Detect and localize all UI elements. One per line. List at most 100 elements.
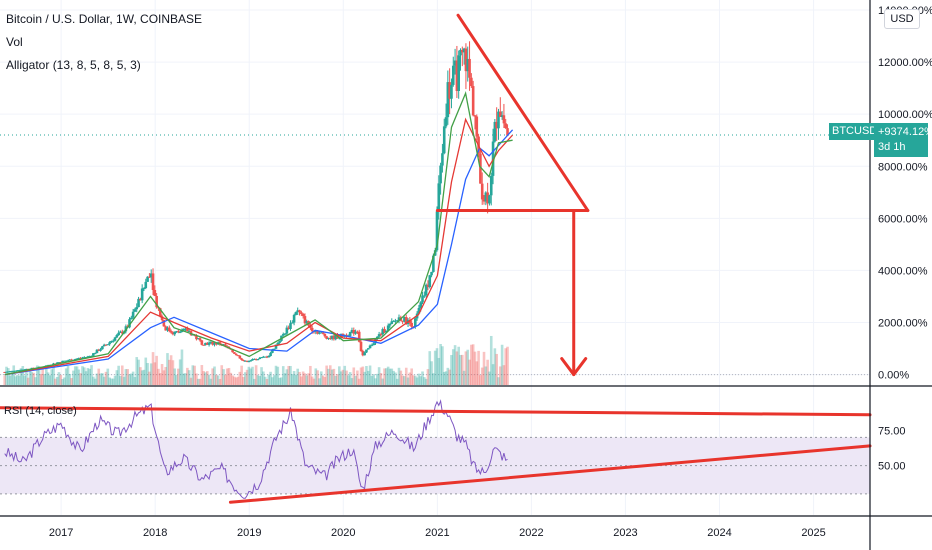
volume-bar <box>115 370 119 385</box>
currency-button[interactable]: USD <box>884 9 920 29</box>
candle-body <box>177 331 180 333</box>
volume-bar <box>374 378 377 385</box>
volume-bar <box>432 373 435 385</box>
volume-bar <box>363 371 366 385</box>
candle-body <box>348 332 352 336</box>
candle-body <box>267 355 271 358</box>
candle-body <box>178 332 182 334</box>
candle-body <box>506 128 509 136</box>
candle-body <box>70 359 73 361</box>
candle-body <box>390 321 394 324</box>
volume-bar <box>376 373 379 385</box>
candle-body <box>236 355 240 357</box>
volume-bar <box>366 370 370 385</box>
candle-body <box>139 298 142 301</box>
x-tick-label: 2022 <box>519 527 543 539</box>
candle-body <box>423 295 426 297</box>
volume-bar <box>224 374 227 385</box>
candle-body <box>55 362 59 364</box>
candle-body <box>350 330 354 333</box>
candle-body <box>104 344 108 346</box>
volume-bar <box>383 368 386 385</box>
candle-body <box>323 333 327 337</box>
candle-body <box>269 352 272 356</box>
volume-bar <box>135 357 139 385</box>
volume-bar <box>462 370 466 385</box>
candle-body <box>357 331 361 342</box>
candle-body <box>242 359 245 361</box>
candle-body <box>334 335 338 340</box>
volume-bar <box>459 354 462 385</box>
volume-bar <box>345 370 348 385</box>
volume-bar <box>318 378 321 385</box>
volume-bar <box>330 369 334 385</box>
candle-body <box>204 342 207 346</box>
volume-bar <box>475 361 479 385</box>
candle-body <box>68 359 72 361</box>
volume-bar <box>453 345 457 385</box>
volume-bar <box>321 375 325 385</box>
volume-bar <box>372 374 375 385</box>
candle-body <box>262 356 265 358</box>
volume-bar <box>448 369 451 385</box>
candle-body <box>278 340 281 343</box>
volume-bar <box>504 348 508 385</box>
candle-body <box>403 317 406 322</box>
volume-bar <box>479 375 482 385</box>
volume-bar <box>8 375 12 385</box>
volume-bar <box>428 351 432 385</box>
candle-body <box>213 343 216 345</box>
volume-bar <box>385 368 388 385</box>
candle-body <box>86 356 90 358</box>
volume-bar <box>338 366 341 385</box>
volume-bar <box>137 359 140 385</box>
x-tick-label: 2021 <box>425 527 449 539</box>
candle-body <box>5 371 8 373</box>
candle-body <box>466 58 470 72</box>
volume-bar <box>399 370 403 385</box>
volume-bar <box>198 378 202 385</box>
candle-body <box>128 319 131 328</box>
volume-bar <box>254 365 258 385</box>
volume-bar <box>61 378 64 385</box>
volume-bar <box>151 352 155 385</box>
volume-bar <box>110 378 113 385</box>
volume-bar <box>23 375 26 385</box>
volume-bar <box>466 349 470 385</box>
volume-bar <box>95 373 99 385</box>
volume-bar <box>339 371 343 385</box>
volume-bar <box>173 368 177 385</box>
volume-bar <box>484 366 488 385</box>
volume-bar <box>102 376 106 385</box>
volume-bar <box>401 375 404 385</box>
y-tick-label: 4000.00% <box>878 265 928 277</box>
candle-body <box>316 330 319 334</box>
volume-bar <box>81 366 84 385</box>
candle-body <box>90 355 93 357</box>
candle-body <box>247 361 251 363</box>
volume-bar <box>423 377 426 385</box>
volume-bar <box>139 367 142 385</box>
candle-body <box>488 195 491 204</box>
annotations <box>0 13 872 504</box>
candle-body <box>383 329 386 333</box>
candle-body <box>182 328 186 331</box>
volume-bar <box>300 376 303 385</box>
candle-body <box>131 311 135 318</box>
candle-body <box>155 296 158 308</box>
candle-body <box>102 344 106 347</box>
volume-bar <box>171 360 175 385</box>
volume-bar <box>269 371 272 385</box>
volume-bar <box>403 376 406 385</box>
volume-bar <box>234 377 238 385</box>
rsi-legend: RSI (14, close) <box>4 405 77 417</box>
candle-body <box>421 295 424 303</box>
volume-bar <box>310 376 314 385</box>
candle-body <box>151 273 155 291</box>
candle-body <box>251 359 254 361</box>
volume-bar <box>253 378 256 385</box>
volume-bar <box>169 355 173 385</box>
volume-bar <box>101 373 104 385</box>
